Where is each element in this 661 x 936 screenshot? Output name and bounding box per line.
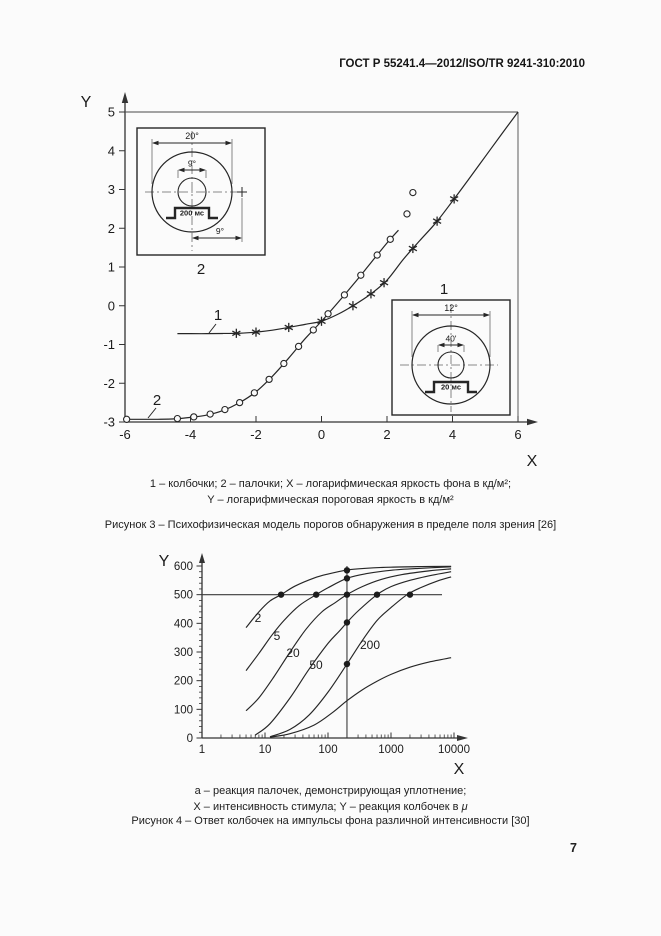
- svg-text:2: 2: [197, 261, 205, 278]
- svg-text:5: 5: [274, 629, 281, 643]
- svg-text:1: 1: [440, 281, 448, 298]
- fig3-inset-2: 20° 9° 200 мс 9° 2: [136, 127, 266, 278]
- svg-text:40': 40': [445, 334, 456, 344]
- svg-text:0: 0: [318, 427, 325, 442]
- fig3-curve-cones: [177, 111, 519, 338]
- svg-text:6: 6: [514, 427, 521, 442]
- svg-text:5: 5: [108, 105, 115, 120]
- figure-3-caption-line1: 1 – колбочки; 2 – палочки; X – логарифми…: [149, 478, 512, 490]
- svg-text:20°: 20°: [185, 131, 199, 141]
- svg-text:9°: 9°: [216, 226, 224, 236]
- svg-text:20 мс: 20 мс: [441, 383, 461, 392]
- svg-text:X: X: [454, 761, 465, 778]
- figure-3-caption: 1 – колбочки; 2 – палочки; X – логарифми…: [0, 476, 661, 508]
- svg-text:50: 50: [309, 658, 323, 672]
- svg-text:2: 2: [255, 611, 262, 625]
- svg-text:-4: -4: [185, 427, 197, 442]
- svg-text:20: 20: [286, 646, 300, 660]
- mu-symbol: μ: [461, 801, 468, 813]
- figure-4-caption: а – реакция палочек, демонстрирующая упл…: [0, 783, 661, 815]
- svg-text:2: 2: [383, 427, 390, 442]
- fig3-curve-rods: [122, 188, 417, 423]
- svg-text:-1: -1: [103, 337, 115, 352]
- svg-text:10000: 10000: [438, 744, 470, 756]
- fig4-curve-200: 200: [269, 576, 452, 738]
- svg-text:2: 2: [153, 392, 161, 409]
- svg-text:1000: 1000: [378, 744, 404, 756]
- svg-text:10: 10: [259, 744, 272, 756]
- figure-4-caption-line2: X – интенсивность стимула; Y – реакция к…: [193, 801, 468, 813]
- svg-text:4: 4: [108, 143, 115, 158]
- svg-text:0: 0: [108, 298, 115, 313]
- svg-text:200: 200: [174, 676, 193, 688]
- svg-text:-2: -2: [103, 376, 115, 391]
- figure-4-caption-line1: а – реакция палочек, демонстрирующая упл…: [194, 785, 467, 797]
- svg-text:2: 2: [108, 221, 115, 236]
- figure-4-title: Рисунок 4 – Ответ колбочек на импульсы ф…: [131, 815, 530, 827]
- svg-text:Y: Y: [81, 94, 92, 111]
- figure-4-chart: 0 100 200 300 400 500 600 1 10 100 1000 10000 Y X 2 5 20…: [150, 548, 495, 783]
- figure-3-title: Рисунок 3 – Психофизическая модель порог…: [104, 519, 557, 531]
- svg-text:1: 1: [108, 260, 115, 275]
- svg-text:1: 1: [199, 744, 205, 756]
- svg-text:X: X: [527, 453, 538, 470]
- svg-text:0: 0: [187, 733, 193, 745]
- svg-text:100: 100: [174, 704, 193, 716]
- fig4-curve-5: 5: [245, 566, 452, 671]
- svg-text:3: 3: [108, 182, 115, 197]
- svg-text:200: 200: [360, 638, 380, 652]
- svg-text:200 мс: 200 мс: [180, 209, 204, 218]
- fig4-axes: 0 100 200 300 400 500 600 1 10 100 1000 10000 Y X: [159, 553, 470, 778]
- svg-text:400: 400: [174, 618, 193, 630]
- svg-text:100: 100: [318, 744, 337, 756]
- figure-3-caption-line2: Y – логарифмическая пороговая яркость в …: [207, 494, 454, 506]
- svg-text:12°: 12°: [444, 303, 458, 313]
- svg-text:-2: -2: [250, 427, 262, 442]
- figure-4-svg: 0 100 200 300 400 500 600 1 10 100 1000 10000 Y X 25 20…: [159, 553, 470, 778]
- fig3-curve-labels: 12: [147, 307, 222, 419]
- fig4-curve-rods: [269, 657, 452, 738]
- svg-text:1: 1: [214, 307, 222, 324]
- svg-text:600: 600: [174, 561, 193, 573]
- svg-text:500: 500: [174, 590, 193, 602]
- document-header: ГОСТ Р 55241.4—2012/ISO/TR 9241-310:2010: [339, 58, 585, 70]
- svg-text:-6: -6: [119, 427, 131, 442]
- page-number: 7: [570, 841, 577, 855]
- svg-text:4: 4: [449, 427, 456, 442]
- svg-text:9°: 9°: [188, 159, 196, 169]
- fig4-curve-2: 2: [245, 565, 452, 628]
- svg-text:Y: Y: [159, 553, 170, 570]
- figure-3-chart: -3 -2 -1 0 1 2 3 4 5 -6 -4 -2 0 2 4 6 Y X 1 2 20° 9° 200 мс 9° 2…: [70, 85, 570, 480]
- svg-text:300: 300: [174, 647, 193, 659]
- fig4-intersection-dots: [277, 567, 414, 668]
- fig4-curve-20: 20: [245, 568, 452, 712]
- svg-text:-3: -3: [103, 415, 115, 430]
- fig3-inset-1: 12° 40' 20 мс 1: [391, 281, 511, 416]
